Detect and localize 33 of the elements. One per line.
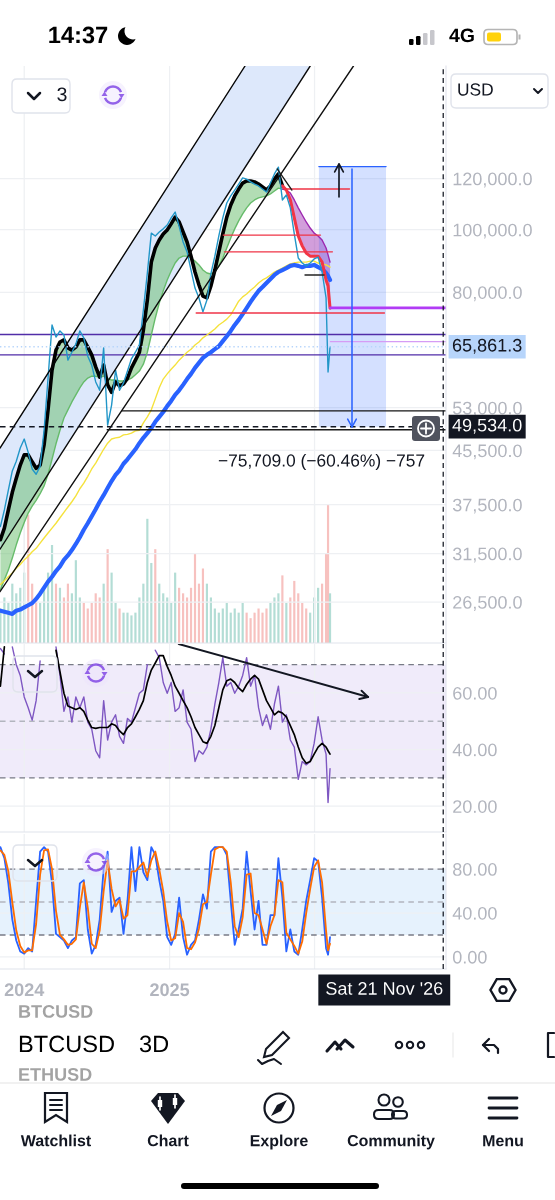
y-tick-label: 120,000.0 [453,172,532,188]
annotation: −75,709.0 (−60.46%) −757 [218,453,425,471]
y-tick-label: 80,000.0 [453,286,522,302]
annotation: 3 [57,87,67,102]
text: BTCUSD [19,1005,93,1018]
text: Chart [147,1134,189,1147]
y-tick-label: 37,500.0 [452,498,522,514]
x-tick-label: 2025 [150,983,190,997]
text: 14:37 [49,26,108,44]
y-tick-label: 45,500.0 [452,444,522,460]
text: Community [347,1134,435,1150]
y-tick-label: 26,500.0 [453,596,522,611]
text: BTCUSD [19,1035,114,1053]
y-tick-label: 100,000.0 [453,223,532,239]
text: Watchlist [20,1134,91,1147]
y-tick-label: 40.00 [452,743,497,757]
y-tick-label: 0.00 [452,950,487,964]
text: ETHUSD [19,1068,92,1081]
y-tick-label: 40.00 [452,906,497,920]
y-tick-label: 80.00 [453,863,497,876]
text: 3D [139,1035,169,1053]
y-tick-label: 31,500.0 [452,547,522,563]
ref-line-label: 65,861.3 [452,338,522,354]
y-tick-label: 20.00 [453,800,497,813]
ref-line-label: Sat 21 Nov '26 [326,982,443,995]
x-tick-label: 2024 [4,983,45,997]
y-tick-label: 60.00 [453,686,497,700]
text: 4G [449,28,474,43]
text: Explore [250,1134,308,1150]
text: USD [458,83,493,96]
y-tick-label: 53,000.0 [452,401,522,417]
text: Menu [483,1135,523,1147]
ref-line-label: 49,534.0 [452,418,522,434]
